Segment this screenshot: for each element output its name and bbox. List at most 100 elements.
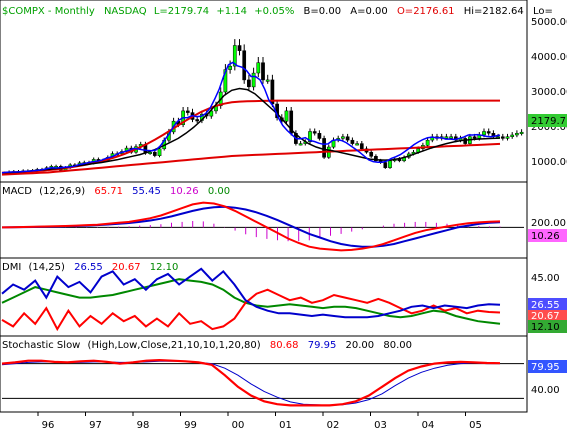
x-tick-label: 99 (184, 420, 197, 431)
price-last-badge-text: 2179.7 (531, 116, 566, 127)
price-candle (350, 139, 355, 144)
macd-header: MACD (12,26,9) 65.71 55.45 10.26 0.00 (2, 186, 230, 197)
x-tick-label: 04 (422, 420, 435, 431)
header-high: Hi=2182.64 (464, 6, 524, 17)
price-candle (505, 136, 510, 139)
stoch-badge-text: 79.95 (531, 362, 560, 373)
price-y-axis: 5000.00 4000.00 3000.00 2000.00 1000.00 (531, 17, 567, 168)
price-candle (185, 110, 190, 113)
price-panel-frame (0, 0, 528, 183)
dmi-title: DMI (2, 262, 21, 273)
dmi-minus-di-line (1, 288, 501, 332)
price-candle (444, 136, 449, 139)
price-candle (519, 131, 524, 134)
price-candle (359, 143, 364, 150)
x-tick-label: 00 (232, 420, 245, 431)
price-tick-2000: 2000.00 (531, 122, 567, 133)
macd-badge-text: 10.26 (531, 231, 560, 242)
price-tick-5000: 5000.00 (531, 17, 567, 28)
stoch-d-value: 79.95 (308, 340, 337, 351)
x-axis-labels: 96 97 98 99 00 01 02 03 04 05 (37, 412, 482, 431)
dmi-header: DMI (14,25) 26.55 20.67 12.10 (2, 262, 178, 273)
stoch-lower-level: 20.00 (346, 340, 375, 351)
header-change-pct: +0.05% (254, 6, 294, 17)
x-tick-label: 01 (279, 420, 292, 431)
dmi-series-group (1, 267, 501, 332)
price-ma-black (1, 87, 501, 174)
header-last: L=2179.74 (154, 6, 209, 17)
price-candle (242, 50, 247, 81)
macd-value: 65.71 (94, 186, 123, 197)
price-candle (312, 131, 317, 134)
x-tick-label: 97 (89, 420, 102, 431)
price-candle (298, 143, 303, 146)
price-candle (345, 136, 350, 141)
macd-title: MACD (2, 186, 32, 197)
price-candle (228, 65, 232, 70)
macd-zero-value: 0.00 (208, 186, 230, 197)
price-candle (317, 133, 322, 139)
header-interval: - Monthly (48, 6, 95, 17)
x-tick-label: 03 (374, 420, 387, 431)
x-tick-label: 96 (42, 420, 55, 431)
price-candle (223, 69, 228, 93)
price-candle (500, 136, 505, 139)
header-text: $COMPX - Monthly NASDAQ L=2179.74 +1.14 … (2, 6, 553, 17)
dmi-badge-plus-text: 26.55 (531, 300, 560, 311)
dmi-plus-di-line (1, 267, 501, 319)
price-candle (152, 151, 157, 156)
price-candle (256, 62, 261, 74)
stoch-series-group (1, 358, 524, 407)
stoch-y-tick: 40.00 (531, 385, 560, 396)
price-candle (425, 139, 430, 146)
header-open: O=2176.61 (397, 6, 455, 17)
price-candle (374, 156, 378, 162)
header-bid: B=0.00 (304, 6, 342, 17)
price-candle (486, 131, 491, 134)
dmi-plus-di: 26.55 (74, 262, 103, 273)
dmi-params: (14,25) (28, 262, 65, 273)
price-ma-blue (1, 61, 501, 174)
dmi-badge-plus (528, 298, 567, 311)
dmi-adx: 12.10 (150, 262, 179, 273)
header-low: Lo= (533, 6, 553, 17)
stoch-k-value: 80.68 (270, 340, 299, 351)
stoch-k-line (1, 358, 501, 407)
price-candle (322, 138, 326, 158)
dmi-y-tick: 45.00 (531, 273, 560, 284)
x-tick-label: 02 (327, 420, 340, 431)
price-ma-red-slow (1, 142, 501, 176)
stoch-upper-level: 80.00 (383, 340, 412, 351)
header-change: +1.14 (216, 6, 247, 17)
price-candle (237, 45, 242, 51)
header-symbol: $COMPX (2, 6, 45, 17)
stoch-header: Stochastic Slow (High,Low,Close,21,10,10… (2, 340, 412, 351)
dmi-badge-minus (528, 310, 567, 320)
x-tick-label: 98 (137, 420, 150, 431)
price-candle (251, 72, 256, 88)
macd-y-tick: 200.00 (531, 218, 566, 229)
price-candle (355, 143, 359, 146)
price-candle (369, 151, 374, 157)
price-tick-3000: 3000.00 (531, 87, 567, 98)
price-candle (388, 160, 392, 168)
macd-line (1, 201, 501, 252)
macd-panel-frame (0, 181, 528, 259)
stoch-title: Stochastic Slow (2, 340, 80, 351)
price-tick-1000: 1000.00 (531, 157, 567, 168)
price-candle (247, 79, 251, 88)
dmi-badge-adx-text: 12.10 (531, 322, 560, 333)
price-candle (308, 131, 312, 143)
price-candle (265, 79, 270, 82)
price-candle (383, 162, 388, 168)
price-candle (472, 136, 477, 139)
macd-signal-value: 55.45 (132, 186, 161, 197)
price-candle (195, 119, 200, 122)
price-candle (284, 110, 289, 122)
stoch-d-line (1, 360, 500, 406)
stoch-params: (High,Low,Close,21,10,10,1,20,80) (88, 340, 261, 351)
price-candle (482, 131, 486, 136)
header-ask: A=0.00 (350, 6, 388, 17)
